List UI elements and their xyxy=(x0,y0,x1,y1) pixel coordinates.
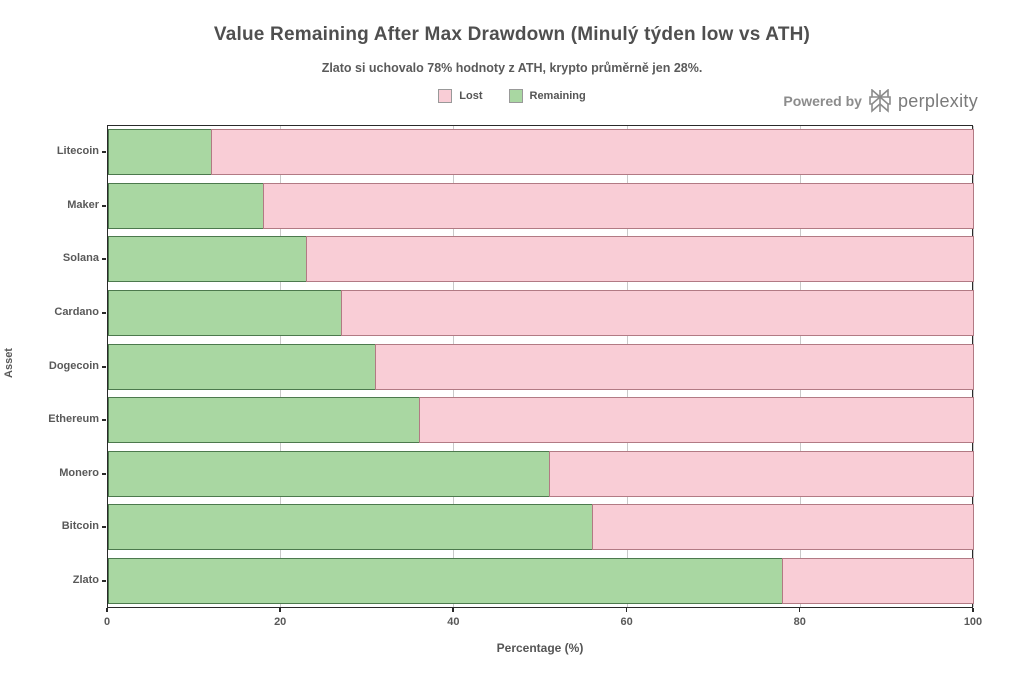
bar-remaining-litecoin xyxy=(108,129,212,175)
y-tick-mark xyxy=(102,526,106,528)
category-label-monero: Monero xyxy=(59,467,99,479)
x-axis-label: Percentage (%) xyxy=(496,641,584,655)
x-tick-mark-100 xyxy=(972,608,974,612)
x-tick-label-40: 40 xyxy=(447,616,460,628)
perplexity-logo-icon xyxy=(869,89,891,113)
legend-item-lost: Lost xyxy=(438,89,483,103)
bar-remaining-zlato xyxy=(108,558,784,604)
x-tick-label-20: 20 xyxy=(274,616,287,628)
chart-subtitle: Zlato si uchovalo 78% hodnoty z ATH, kry… xyxy=(321,61,703,75)
x-tick-mark-60 xyxy=(625,608,628,612)
plot-area xyxy=(107,125,974,608)
bar-lost-maker xyxy=(262,183,974,229)
y-tick-mark xyxy=(102,580,106,582)
category-label-litecoin: Litecoin xyxy=(56,145,99,157)
x-tick-mark-0 xyxy=(106,608,108,612)
x-tick-mark-20 xyxy=(279,608,281,612)
bar-remaining-solana xyxy=(108,236,308,282)
bar-lost-monero xyxy=(548,451,974,497)
bar-lost-ethereum xyxy=(418,397,974,443)
bar-lost-litecoin xyxy=(210,129,974,175)
y-tick-mark xyxy=(102,205,106,207)
x-tick-mark-80 xyxy=(798,608,801,612)
watermark-prefix: Powered by xyxy=(783,93,862,109)
x-tick-label-0: 0 xyxy=(103,616,111,628)
bar-lost-bitcoin xyxy=(591,504,974,550)
y-tick-mark xyxy=(102,366,106,368)
legend-label-remaining: Remaining xyxy=(529,90,586,102)
x-tick-label-60: 60 xyxy=(620,616,633,628)
category-label-maker: Maker xyxy=(67,199,99,211)
category-label-zlato: Zlato xyxy=(72,574,99,586)
x-tick-label-100: 100 xyxy=(963,616,983,628)
bar-lost-dogecoin xyxy=(375,344,974,390)
watermark: Powered by perplexity xyxy=(783,88,978,114)
lost-swatch-icon xyxy=(438,89,453,103)
legend: Lost Remaining xyxy=(0,87,1024,105)
category-label-solana: Solana xyxy=(62,252,99,264)
bar-remaining-dogecoin xyxy=(108,344,377,390)
x-tick-label-80: 80 xyxy=(793,616,806,628)
remaining-swatch-icon xyxy=(508,89,523,103)
bar-remaining-monero xyxy=(108,451,550,497)
bar-lost-cardano xyxy=(340,290,974,336)
bar-remaining-ethereum xyxy=(108,397,420,443)
y-tick-mark xyxy=(102,312,106,314)
legend-label-lost: Lost xyxy=(459,90,483,102)
bar-remaining-maker xyxy=(108,183,264,229)
y-tick-mark xyxy=(102,419,106,421)
x-tick-mark-40 xyxy=(452,608,454,612)
bar-lost-zlato xyxy=(782,558,974,604)
y-tick-mark xyxy=(102,258,106,260)
y-tick-mark xyxy=(102,151,106,153)
category-label-bitcoin: Bitcoin xyxy=(61,520,99,532)
category-label-cardano: Cardano xyxy=(54,306,99,318)
watermark-brand: perplexity xyxy=(897,90,978,111)
chart-title: Value Remaining After Max Drawdown (Minu… xyxy=(213,24,811,45)
bar-lost-solana xyxy=(306,236,974,282)
category-label-ethereum: Ethereum xyxy=(48,413,99,425)
category-label-dogecoin: Dogecoin xyxy=(48,360,99,372)
legend-item-remaining: Remaining xyxy=(508,89,586,103)
bar-remaining-cardano xyxy=(108,290,342,336)
y-tick-mark xyxy=(102,473,106,475)
bar-remaining-bitcoin xyxy=(108,504,593,550)
